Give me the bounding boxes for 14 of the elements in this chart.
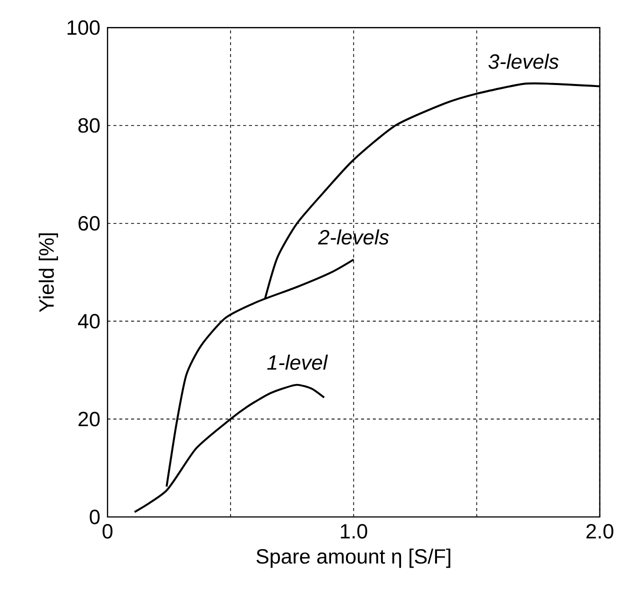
series-label: 1-level	[267, 354, 328, 370]
series-label: 3-levels	[488, 54, 559, 70]
y-tick-label: 60	[78, 216, 100, 231]
y-tick-label: 40	[78, 314, 100, 329]
x-tick-label: 2.0	[586, 524, 614, 539]
y-tick-label: 0	[90, 510, 100, 524]
x-axis-title: Spare amount η [S/F]	[256, 548, 450, 568]
y-tick-label: 80	[78, 118, 100, 133]
x-tick-label: 0	[102, 524, 112, 539]
series-label: 2-levels	[318, 230, 389, 245]
x-tick-label: 1.0	[340, 524, 368, 539]
y-tick-label: 100	[68, 20, 100, 36]
y-axis-title: Yield [%]	[38, 234, 58, 312]
y-tick-label: 20	[78, 412, 100, 426]
